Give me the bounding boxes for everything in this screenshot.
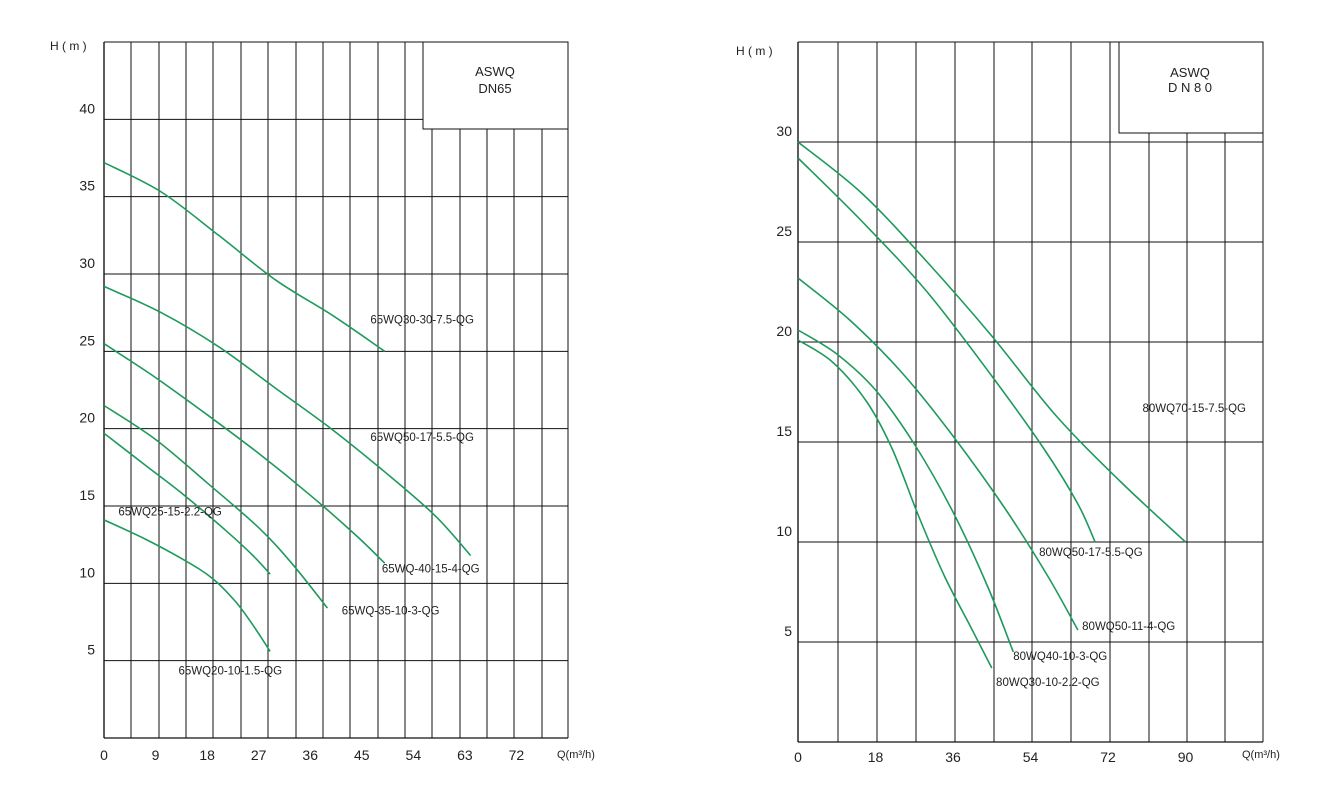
x-tick-label: 36 [945,749,961,765]
series-label: 80WQ50-17-5.5-QG [1039,547,1143,559]
y-tick-label: 10 [776,523,792,539]
legend-box [422,41,569,130]
series-curve [797,157,1096,543]
chart-1: ASWQ DN65 H ( m ) Q(m³/h) 5 10 15 20 25 30 35 40 0 9 1… [50,39,595,763]
x-tick-label: 72 [1100,749,1116,765]
legend-box-label: DN65 [478,81,511,96]
series-label: 80WQ50-11-4-QG [1082,621,1175,633]
series-label: 65WQ50-17-5.5-QG [370,432,474,444]
y-tick-label: 25 [79,332,95,348]
x-tick-label: 63 [457,747,473,763]
x-tick-label: 18 [199,747,215,763]
series-curve [103,285,472,557]
series-curve [797,339,993,669]
series-curve [103,404,329,609]
series-label: 80WQ30-10-2.2-QG [996,677,1100,689]
series-label: 65WQ30-30-7.5-QG [370,314,474,326]
series-label: 65WQ-35-10-3-QG [342,605,440,617]
x-tick-label: 9 [152,747,160,763]
x-tick-label: 18 [868,749,884,765]
series-curve [797,141,1187,543]
legend-box-label: ASWQ [1170,65,1210,80]
legend-box-label: ASWQ [475,64,515,79]
series-curve [797,329,1015,653]
x-axis-label: Q(m³/h) [1242,749,1280,761]
x-tick-label: 90 [1178,749,1194,765]
x-tick-label: 27 [251,747,267,763]
y-axis-label: H ( m ) [736,44,773,58]
x-axis-label: Q(m³/h) [557,749,595,761]
y-tick-label: 5 [784,623,792,639]
series-label: 80WQ40-10-3-QG [1013,651,1107,663]
series-label: 80WQ70-15-7.5-QG [1142,403,1246,415]
legend-box-label: D N 8 0 [1168,80,1212,95]
y-tick-label: 5 [87,642,95,658]
series-label: 65WQ-40-15-4-QG [382,564,480,576]
y-tick-label: 10 [79,564,95,580]
series-curve [103,161,386,352]
y-axis-label: H ( m ) [50,39,87,53]
x-tick-label: 54 [406,747,422,763]
x-tick-label: 0 [794,749,802,765]
y-tick-label: 30 [79,255,95,271]
series-label: 65WQ20-10-1.5-QG [178,666,282,678]
x-tick-label: 45 [354,747,370,763]
y-tick-label: 15 [79,487,95,503]
x-tick-label: 72 [509,747,525,763]
series-curve [797,277,1079,631]
series-curve [103,432,271,575]
x-tick-label: 36 [302,747,318,763]
x-tick-label: 54 [1023,749,1039,765]
y-tick-label: 15 [776,423,792,439]
y-tick-label: 20 [776,323,792,339]
series-curve [103,519,271,652]
legend-box [1118,41,1264,134]
series-label: 65WQ25-15-2.2-QG [118,506,222,518]
y-tick-label: 20 [79,410,95,426]
y-tick-label: 25 [776,223,792,239]
x-tick-label: 0 [100,747,108,763]
y-tick-label: 35 [79,178,95,194]
y-tick-label: 40 [79,100,95,116]
series-curve [103,342,386,564]
y-tick-label: 30 [776,123,792,139]
